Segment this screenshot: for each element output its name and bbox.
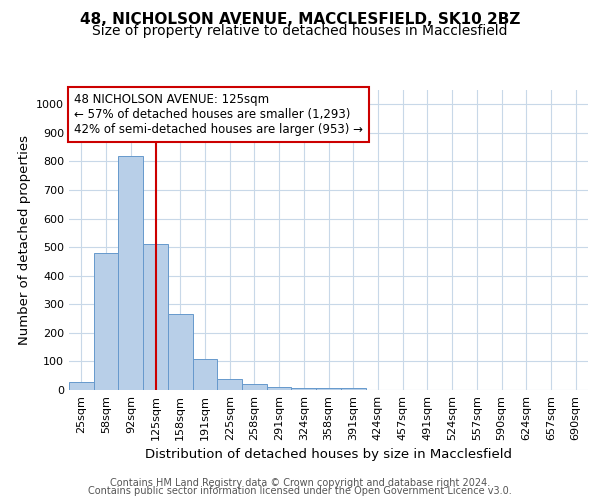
Text: 48, NICHOLSON AVENUE, MACCLESFIELD, SK10 2BZ: 48, NICHOLSON AVENUE, MACCLESFIELD, SK10…: [80, 12, 520, 28]
Bar: [242, 384, 267, 390]
X-axis label: Distribution of detached houses by size in Macclesfield: Distribution of detached houses by size …: [145, 448, 512, 462]
Bar: [267, 386, 292, 390]
Bar: [143, 244, 168, 390]
Bar: [118, 156, 143, 390]
Text: Size of property relative to detached houses in Macclesfield: Size of property relative to detached ho…: [92, 24, 508, 38]
Y-axis label: Number of detached properties: Number of detached properties: [17, 135, 31, 345]
Text: 48 NICHOLSON AVENUE: 125sqm
← 57% of detached houses are smaller (1,293)
42% of : 48 NICHOLSON AVENUE: 125sqm ← 57% of det…: [74, 93, 363, 136]
Bar: [292, 388, 316, 390]
Bar: [94, 253, 118, 390]
Text: Contains public sector information licensed under the Open Government Licence v3: Contains public sector information licen…: [88, 486, 512, 496]
Bar: [316, 388, 341, 390]
Bar: [168, 314, 193, 390]
Bar: [217, 379, 242, 390]
Bar: [193, 358, 217, 390]
Bar: [69, 382, 94, 390]
Text: Contains HM Land Registry data © Crown copyright and database right 2024.: Contains HM Land Registry data © Crown c…: [110, 478, 490, 488]
Bar: [341, 388, 365, 390]
